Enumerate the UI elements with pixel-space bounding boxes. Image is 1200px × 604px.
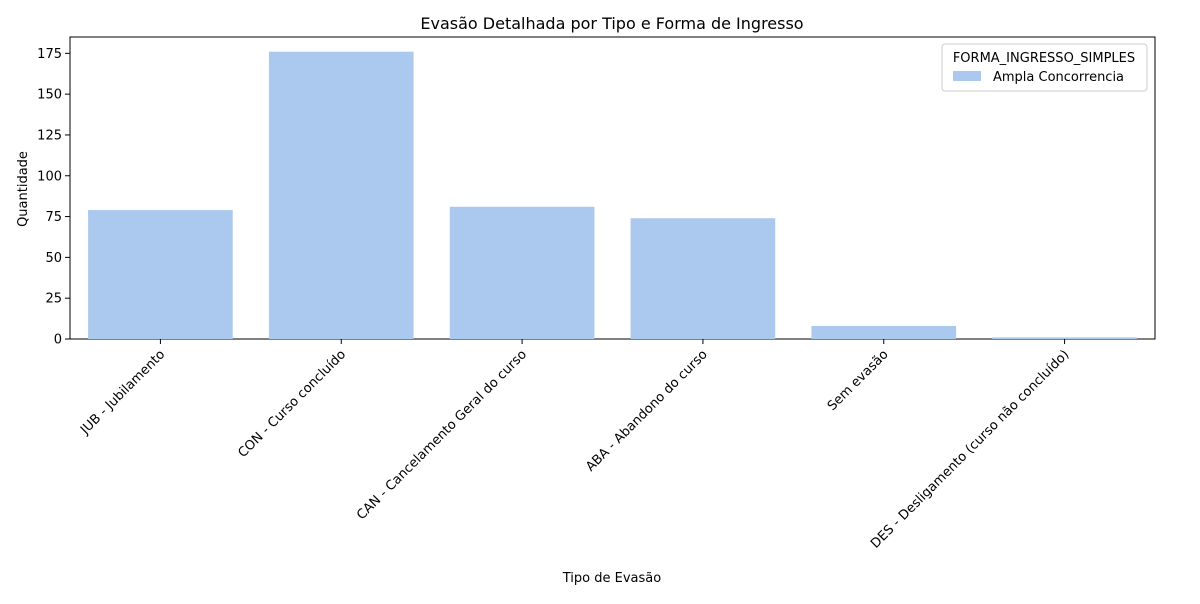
- y-tick-label: 150: [37, 88, 62, 103]
- bar: [449, 206, 595, 339]
- y-axis: 0 25 50 75 100 125 150 175: [37, 47, 70, 348]
- legend: FORMA_INGRESSO_SIMPLES Ampla Concorrenci…: [941, 43, 1148, 92]
- y-tick-label: 50: [45, 251, 62, 266]
- bars: [88, 51, 1137, 339]
- x-tick-label: Sem evasão: [825, 347, 892, 414]
- y-tick-label: 125: [37, 128, 62, 143]
- y-tick-label: 100: [37, 169, 62, 184]
- bar: [992, 337, 1137, 339]
- legend-swatch: [953, 71, 981, 81]
- x-axis-label: Tipo de Evasão: [562, 571, 661, 586]
- x-tick-label: CAN - Cancelamento Geral do curso: [354, 347, 530, 523]
- chart-title: Evasão Detalhada por Tipo e Forma de Ing…: [420, 14, 803, 33]
- legend-title: FORMA_INGRESSO_SIMPLES: [953, 51, 1135, 66]
- y-tick-label: 75: [45, 210, 62, 225]
- x-tick-label: DES - Desligamento (curso não concluído): [868, 347, 1072, 551]
- bar: [268, 51, 414, 339]
- y-tick-label: 0: [54, 333, 62, 348]
- bar: [811, 325, 957, 339]
- bar: [630, 218, 776, 339]
- legend-series-label: Ampla Concorrencia: [993, 70, 1124, 85]
- x-tick-label: CON - Curso concluído: [235, 347, 349, 461]
- x-tick-label: JUB - Jubilamento: [77, 347, 168, 438]
- x-axis: JUB - Jubilamento CON - Curso concluído CA…: [77, 339, 1072, 552]
- y-tick-label: 25: [45, 292, 62, 307]
- y-tick-label: 175: [37, 47, 62, 62]
- y-axis-label: Quantidade: [16, 151, 31, 227]
- bar: [88, 210, 233, 339]
- legend-frame: [941, 43, 1148, 92]
- x-tick-label: ABA - Abandono do curso: [583, 347, 711, 475]
